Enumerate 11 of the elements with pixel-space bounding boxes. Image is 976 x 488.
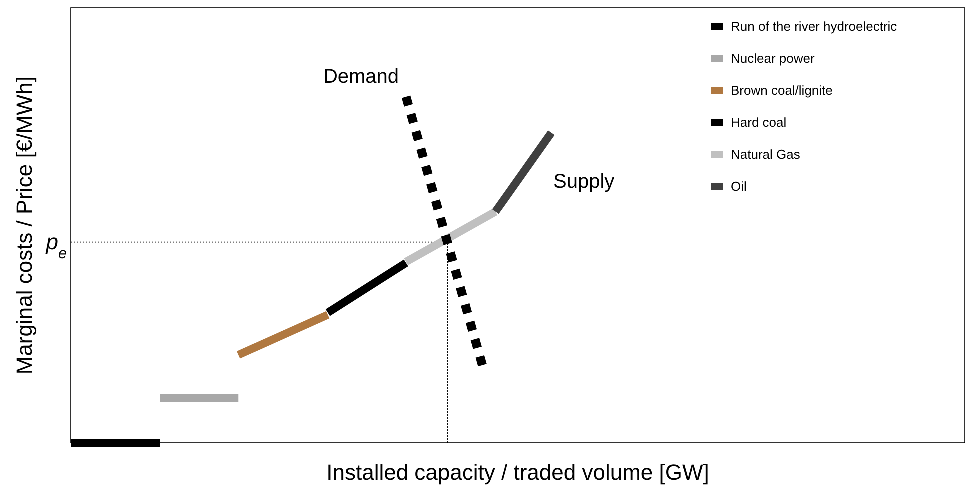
- annotation: Supply: [554, 170, 615, 193]
- series-label: Demand: [323, 66, 400, 88]
- legend-label: Oil: [731, 179, 747, 194]
- ref-line-label: p$_{e}$: [45, 229, 67, 262]
- legend-label: Hard coal: [731, 115, 787, 130]
- x-axis-title: Installed capacity / traded volume [GW]: [326, 460, 710, 485]
- legend-label: Brown coal/lignite: [731, 83, 833, 98]
- y-axis-title: Marginal costs / Price [€/MWh]: [12, 76, 37, 375]
- legend-label: Nuclear power: [731, 51, 816, 66]
- legend-label: Natural Gas: [731, 147, 801, 162]
- legend-label: Run of the river hydroelectric: [731, 19, 898, 34]
